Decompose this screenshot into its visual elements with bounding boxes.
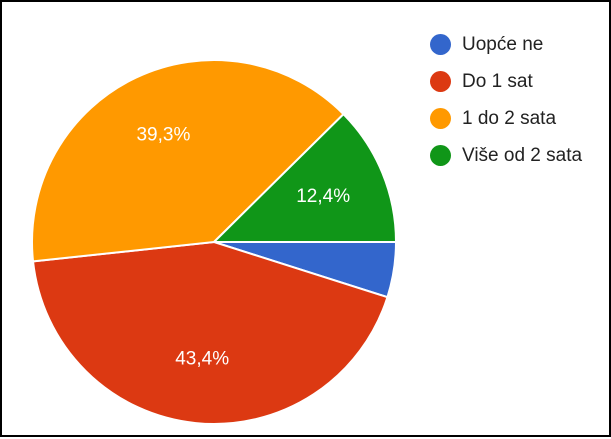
legend-item[interactable]: Više od 2 sata — [430, 143, 582, 168]
legend-label: Do 1 sat — [462, 71, 533, 93]
pie-slice-label: 12,4% — [296, 186, 350, 207]
legend-label: Uopće ne — [462, 34, 543, 56]
legend-item[interactable]: Do 1 sat — [430, 69, 582, 94]
legend-item[interactable]: Uopće ne — [430, 32, 582, 57]
legend-item[interactable]: 1 do 2 sata — [430, 106, 582, 131]
legend-label: 1 do 2 sata — [462, 108, 556, 130]
pie-slice-label: 39,3% — [136, 124, 190, 145]
legend-swatch — [430, 145, 451, 166]
legend-label: Više od 2 sata — [462, 145, 582, 167]
legend-swatch — [430, 34, 451, 55]
legend-swatch — [430, 108, 451, 129]
chart-legend: Uopće ne Do 1 sat 1 do 2 sata Više od 2 … — [430, 32, 582, 180]
pie-slice-label: 43,4% — [175, 348, 229, 369]
legend-swatch — [430, 71, 451, 92]
